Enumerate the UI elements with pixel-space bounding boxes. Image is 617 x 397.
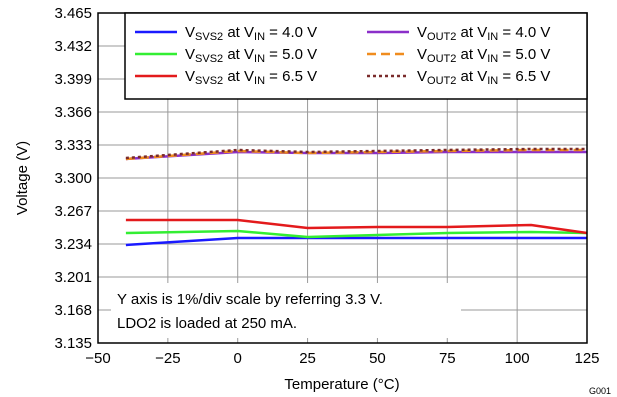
legend-subscript: IN <box>254 53 265 65</box>
x-tick-label: −25 <box>155 350 180 367</box>
x-tick-label: 75 <box>439 350 456 367</box>
annotation-line: LDO2 is loaded at 250 mA. <box>117 315 297 332</box>
legend-text-part: = 5.0 V <box>265 46 317 63</box>
legend-text-part: V <box>417 46 427 63</box>
legend-text-part: = 4.0 V <box>265 24 317 41</box>
legend-label: VSVS2 at VIN = 4.0 V <box>185 24 317 43</box>
series-line-svs2-65 <box>125 218 588 235</box>
y-tick-labels: 3.135 3.168 3.201 3.234 3.267 3.300 3.333 3.366… <box>54 5 92 352</box>
y-tick-label: 3.333 <box>54 137 92 154</box>
y-tick-label: 3.168 <box>54 302 92 319</box>
legend-text-part: = 4.0 V <box>498 24 550 41</box>
legend-text-part: at V <box>223 46 254 63</box>
annotation-line: Y axis is 1%/div scale by referring 3.3 … <box>117 291 383 308</box>
legend-text-part: at V <box>223 24 254 41</box>
legend-text-part: V <box>417 24 427 41</box>
legend-subscript: IN <box>254 75 265 87</box>
legend-text-part: V <box>185 68 195 85</box>
legend-text-part: V <box>417 68 427 85</box>
legend-subscript: IN <box>254 31 265 43</box>
legend-text-part: = 5.0 V <box>498 46 550 63</box>
legend-subscript: OUT2 <box>427 53 456 65</box>
figure-id: G001 <box>589 386 611 396</box>
legend-subscript: IN <box>487 75 498 87</box>
legend-text-part: V <box>185 46 195 63</box>
y-tick-label: 3.135 <box>54 335 92 352</box>
legend-subscript: SVS2 <box>195 75 223 87</box>
legend-text-part: at V <box>456 46 487 63</box>
legend-subscript: IN <box>487 31 498 43</box>
legend-text-part: V <box>185 24 195 41</box>
x-tick-label: 0 <box>234 350 242 367</box>
y-tick-label: 3.267 <box>54 203 92 220</box>
legend-label: VOUT2 at VIN = 6.5 V <box>417 68 550 87</box>
x-tick-label: −50 <box>85 350 110 367</box>
series-line-svs2-40 <box>125 236 587 247</box>
series-line-out2-50 <box>125 148 587 161</box>
legend-text-part: = 6.5 V <box>265 68 317 85</box>
legend-subscript: IN <box>487 53 498 65</box>
legend-label: VSVS2 at VIN = 6.5 V <box>185 68 317 87</box>
legend-subscript: OUT2 <box>427 31 456 43</box>
series-lines <box>125 147 588 247</box>
legend-text-part: = 6.5 V <box>498 68 550 85</box>
legend-text-part: at V <box>223 68 254 85</box>
x-tick-label: 25 <box>299 350 316 367</box>
y-tick-label: 3.300 <box>54 170 92 187</box>
x-axis-title: Temperature (°C) <box>284 376 399 393</box>
legend-box <box>124 12 588 100</box>
annotation-box: Y axis is 1%/div scale by referring 3.3 … <box>111 283 461 338</box>
y-tick-label: 3.366 <box>54 104 92 121</box>
y-tick-label: 3.399 <box>54 71 92 88</box>
annotation-background <box>111 283 461 338</box>
y-tick-label: 3.465 <box>54 5 92 22</box>
y-axis-title: Voltage (V) <box>14 141 31 215</box>
legend-label: VSVS2 at VIN = 5.0 V <box>185 46 317 65</box>
y-tick-label: 3.234 <box>54 236 92 253</box>
y-tick-label: 3.432 <box>54 38 92 55</box>
x-tick-label: 50 <box>369 350 386 367</box>
x-tick-labels: −50 −25 0 25 50 75 100 125 <box>85 350 599 367</box>
legend-text-part: at V <box>456 68 487 85</box>
legend-label: VOUT2 at VIN = 4.0 V <box>417 24 550 43</box>
series-line-svs2-50 <box>125 229 588 239</box>
legend-subscript: SVS2 <box>195 31 223 43</box>
legend-label: VOUT2 at VIN = 5.0 V <box>417 46 550 65</box>
x-tick-label: 100 <box>505 350 530 367</box>
legend-subscript: SVS2 <box>195 53 223 65</box>
legend-text-part: at V <box>456 24 487 41</box>
x-tick-label: 125 <box>574 350 599 367</box>
legend-subscript: OUT2 <box>427 75 456 87</box>
y-tick-label: 3.201 <box>54 269 92 286</box>
